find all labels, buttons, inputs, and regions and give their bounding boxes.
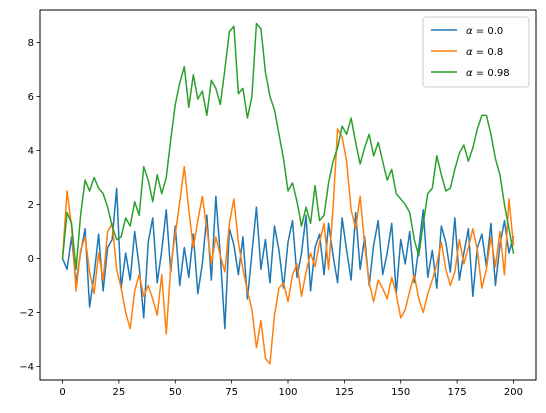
x-tick-label: 0 bbox=[59, 387, 65, 398]
y-axis: −4 −2 0 2 4 6 8 bbox=[19, 38, 40, 373]
x-tick-label: 25 bbox=[113, 387, 126, 398]
legend-box bbox=[422, 16, 530, 88]
y-tick-label: 4 bbox=[28, 146, 34, 157]
x-tick-label: 50 bbox=[169, 387, 182, 398]
series-line-1 bbox=[61, 128, 515, 365]
series-line-2 bbox=[61, 22, 515, 271]
y-tick-label: −4 bbox=[19, 362, 34, 373]
x-tick-label: 75 bbox=[225, 387, 238, 398]
legend-label-2: α = 0.98 bbox=[466, 68, 510, 79]
y-tick-label: 6 bbox=[28, 92, 34, 103]
x-tick-label: 200 bbox=[504, 387, 523, 398]
y-tick-label: 0 bbox=[28, 254, 34, 265]
series-line-0 bbox=[61, 187, 515, 330]
y-tick-label: 8 bbox=[28, 38, 34, 49]
legend-label-0: α = 0.0 bbox=[466, 26, 503, 37]
x-tick-label: 150 bbox=[391, 387, 410, 398]
series-layer bbox=[61, 22, 515, 365]
y-tick-label: −2 bbox=[19, 308, 34, 319]
legend-items: α = 0.0 α = 0.8 α = 0.98 bbox=[431, 26, 510, 79]
legend-label-1: α = 0.8 bbox=[466, 47, 503, 58]
legend: α = 0.0 α = 0.8 α = 0.98 bbox=[422, 16, 530, 88]
y-tick-label: 2 bbox=[28, 200, 34, 211]
x-tick-label: 100 bbox=[278, 387, 297, 398]
x-axis: 0 25 50 75 100 125 150 175 200 bbox=[59, 380, 523, 398]
x-tick-label: 175 bbox=[448, 387, 467, 398]
x-tick-label: 125 bbox=[335, 387, 354, 398]
